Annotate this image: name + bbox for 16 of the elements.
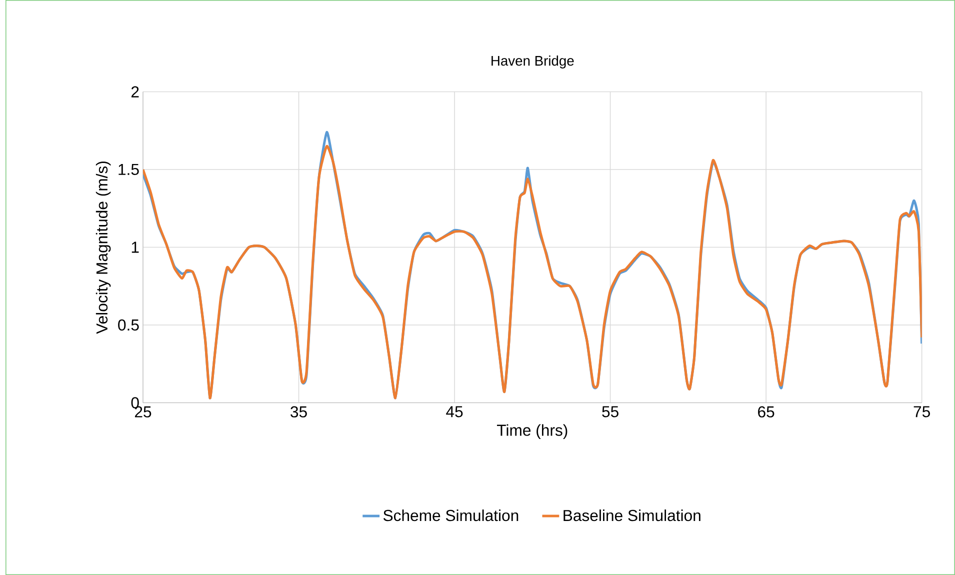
y-axis-title: Velocity Magnitude (m/s) bbox=[96, 162, 111, 334]
y-tick-label: 1 bbox=[132, 242, 139, 253]
chart-title: Haven Bridge bbox=[492, 56, 574, 68]
y-tick-label: 2 bbox=[131, 86, 139, 98]
x-tick-label: 45 bbox=[446, 406, 463, 418]
y-tick-label: 0.5 bbox=[118, 319, 139, 331]
x-tick-label: 65 bbox=[758, 406, 774, 418]
x-tick-label: 25 bbox=[134, 406, 152, 418]
x-tick-label: 75 bbox=[914, 406, 930, 418]
legend-label: Scheme Simulation bbox=[383, 510, 518, 522]
x-tick-label: 35 bbox=[290, 406, 307, 418]
legend-label: Baseline Simulation bbox=[564, 510, 700, 522]
x-tick-label: 55 bbox=[602, 406, 618, 418]
y-tick-label: 0 bbox=[131, 397, 139, 408]
x-axis-title: Time (hrs) bbox=[496, 424, 568, 439]
y-tick-label: 1.5 bbox=[118, 164, 139, 176]
